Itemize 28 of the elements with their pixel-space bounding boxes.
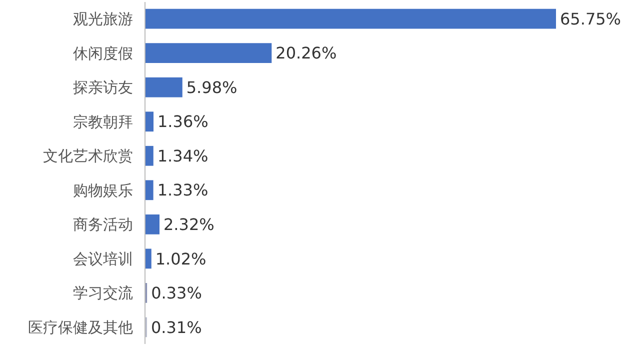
y-tick-label: 会议培训	[73, 250, 133, 268]
data-label: 65.75%	[560, 9, 622, 28]
data-label: 2.32%	[164, 215, 214, 234]
y-tick-label: 探亲访友	[73, 78, 133, 97]
bar	[145, 146, 154, 166]
data-label: 5.98%	[186, 78, 238, 97]
data-label: 0.33%	[151, 284, 202, 303]
y-tick-label: 商务活动	[73, 216, 133, 234]
bar	[145, 214, 160, 234]
bar	[145, 180, 154, 200]
y-tick-label: 宗教朝拜	[73, 112, 133, 131]
bar	[145, 43, 272, 63]
y-tick-label: 购物娱乐	[73, 181, 133, 200]
data-label: 20.26%	[276, 44, 337, 63]
y-tick-label: 观光旅游	[73, 10, 133, 28]
data-label: 1.34%	[157, 146, 208, 166]
y-tick-label: 医疗保健及其他	[28, 318, 133, 336]
bar	[145, 112, 154, 132]
y-tick-label: 学习交流	[73, 284, 133, 302]
data-label: 1.02%	[155, 249, 206, 268]
data-label: 1.36%	[158, 112, 208, 132]
y-tick-label: 休闲度假	[73, 44, 133, 62]
data-label: 0.31%	[150, 318, 202, 337]
bar	[145, 77, 182, 98]
y-tick-label: 文化艺术欣赏	[43, 147, 133, 166]
data-label: 1.33%	[157, 180, 208, 200]
bar	[145, 248, 152, 269]
bar	[145, 8, 556, 29]
